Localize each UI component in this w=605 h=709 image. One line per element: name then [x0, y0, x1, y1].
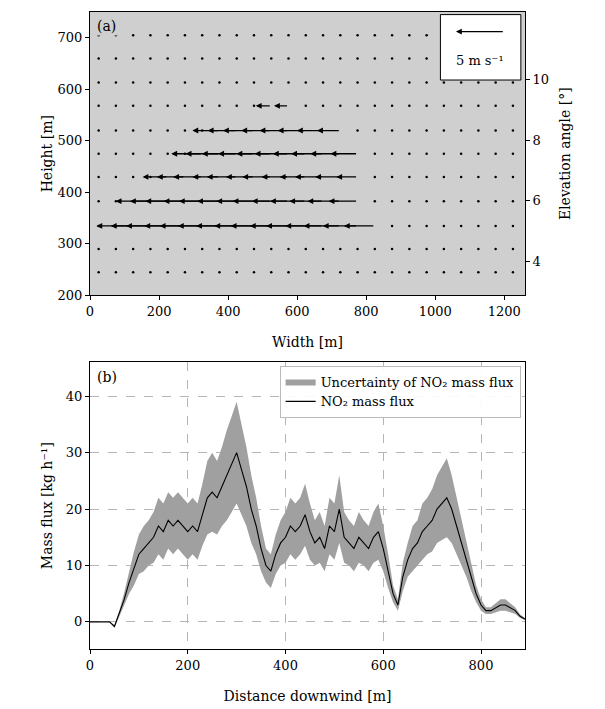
svg-text:Elevation angle [°]: Elevation angle [°] — [557, 87, 573, 220]
svg-text:0: 0 — [86, 304, 94, 319]
svg-text:200: 200 — [147, 304, 172, 319]
svg-text:0: 0 — [74, 614, 82, 629]
svg-text:5 m s⁻¹: 5 m s⁻¹ — [456, 53, 504, 68]
svg-text:400: 400 — [273, 658, 298, 673]
svg-text:700: 700 — [58, 30, 83, 45]
svg-text:1200: 1200 — [488, 304, 521, 319]
svg-text:Uncertainty of NO₂ mass flux: Uncertainty of NO₂ mass flux — [321, 375, 514, 390]
svg-text:200: 200 — [58, 288, 83, 303]
svg-text:4: 4 — [533, 254, 541, 269]
svg-text:800: 800 — [469, 658, 494, 673]
svg-text:20: 20 — [66, 502, 83, 517]
svg-text:1000: 1000 — [419, 304, 452, 319]
svg-text:500: 500 — [58, 133, 83, 148]
svg-text:Distance downwind [m]: Distance downwind [m] — [224, 688, 392, 704]
svg-text:600: 600 — [371, 658, 396, 673]
svg-text:10: 10 — [66, 558, 83, 573]
svg-text:6: 6 — [533, 193, 541, 208]
svg-text:800: 800 — [354, 304, 379, 319]
svg-text:300: 300 — [58, 236, 83, 251]
svg-text:200: 200 — [175, 658, 200, 673]
svg-text:NO₂ mass flux: NO₂ mass flux — [321, 394, 415, 409]
svg-text:0: 0 — [86, 658, 94, 673]
svg-text:600: 600 — [58, 82, 83, 97]
svg-text:Mass flux [kg h⁻¹]: Mass flux [kg h⁻¹] — [39, 442, 55, 569]
svg-text:(b): (b) — [97, 369, 117, 385]
svg-text:30: 30 — [66, 445, 83, 460]
svg-text:Width [m]: Width [m] — [272, 334, 343, 350]
svg-text:10: 10 — [533, 72, 550, 87]
svg-text:600: 600 — [285, 304, 310, 319]
svg-text:400: 400 — [58, 185, 83, 200]
svg-text:(a): (a) — [97, 18, 116, 34]
svg-text:400: 400 — [216, 304, 241, 319]
svg-text:Height [m]: Height [m] — [39, 115, 55, 192]
svg-text:40: 40 — [66, 389, 83, 404]
svg-text:8: 8 — [533, 133, 541, 148]
